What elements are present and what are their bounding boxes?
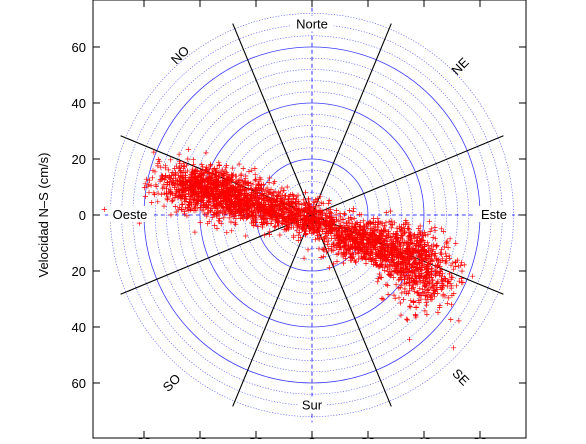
y-axis-ticks: 60 40 20 0 20 40 60 (72, 40, 526, 391)
plot-frame (92, 0, 527, 439)
sector-line (311, 23, 392, 216)
direction-label-bg (297, 396, 327, 413)
center-axes (104, 7, 520, 423)
range-ring (199, 102, 425, 328)
x-tick-label: 60 (137, 435, 151, 439)
direction-label-no: NO (168, 43, 192, 67)
sector-line (311, 135, 504, 216)
direction-label-ne: NE (448, 54, 472, 78)
x-tick-label: 20 (249, 435, 263, 439)
sector-line (311, 214, 392, 407)
direction-label-so: SO (160, 371, 184, 395)
scatter-points (101, 146, 475, 351)
y-tick-label: 20 (72, 264, 86, 279)
direction-label-este: Este (481, 207, 507, 222)
y-tick-label: 40 (72, 320, 86, 335)
direction-label-bg (108, 206, 152, 222)
scatter-markers (101, 146, 475, 351)
direction-label-bg (290, 15, 334, 32)
direction-label-norte: Norte (296, 17, 328, 32)
range-ring (233, 136, 391, 294)
y-tick-label: 40 (72, 96, 86, 111)
direction-label-se: SE (449, 366, 472, 389)
direction-label-oeste: Oeste (113, 207, 148, 222)
y-tick-label: 0 (79, 208, 86, 223)
x-tick-label: 0 (308, 435, 315, 439)
y-tick-label: 60 (72, 40, 86, 55)
x-tick-label: 60 (473, 435, 487, 439)
y-tick-label: 20 (72, 152, 86, 167)
direction-label-sur: Sur (302, 397, 323, 412)
sector-line (120, 214, 313, 295)
x-tick-label: 20 (361, 435, 375, 439)
x-tick-label: 40 (417, 435, 431, 439)
direction-labels: Norte Sur Oeste Este NO NE SO SE (108, 15, 512, 413)
x-tick-label: 40 (193, 435, 207, 439)
sector-line (232, 214, 313, 407)
direction-label-bg (476, 206, 512, 222)
y-tick-label: 60 (72, 376, 86, 391)
sector-line (232, 23, 313, 216)
y-axis-label: Velocidad N–S (cm/s) (36, 153, 51, 278)
